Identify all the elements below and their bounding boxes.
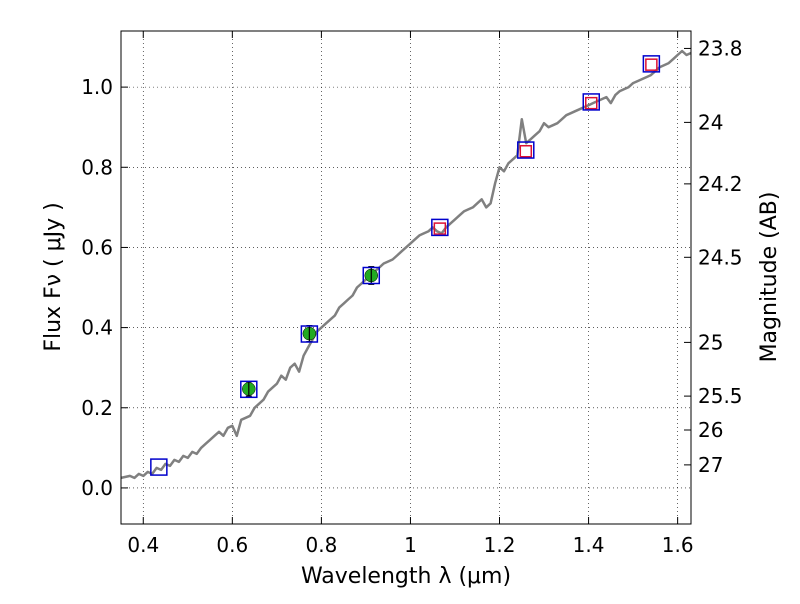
blue-square-marker (431, 218, 449, 237)
y2-tick-label: 24 (698, 110, 723, 134)
spectrum-line (120, 49, 692, 480)
axis-ticks: 0.4 0.6 0.8 1 1.2 1.4 1.6 0.0 0.2 0.4 0.6 0.8 1.0 23.… (81, 31, 743, 557)
blue-square-marker (582, 93, 600, 111)
x-axis-label: Wavelength λ (μm) (301, 564, 511, 589)
x-tick-label: 0.8 (305, 533, 337, 557)
plot-area (120, 49, 692, 480)
blue-square-marker (517, 141, 535, 159)
blue-square-marker (150, 458, 168, 476)
y2-tick-label: 25 (698, 330, 723, 354)
plot-frame (120, 30, 692, 525)
y2-tick-label: 27 (698, 453, 723, 477)
y-tick-label: 0.8 (81, 155, 113, 179)
y-tick-label: 0.4 (81, 316, 113, 340)
x-tick-label: 1 (404, 533, 417, 557)
y2-tick-label: 26 (698, 418, 723, 442)
y2-axis-label: Magnitude (AB) (757, 192, 782, 363)
red-square-marker (433, 222, 447, 235)
red-square-marker (645, 58, 658, 71)
blue-square-marker (300, 325, 319, 343)
y2-tick-label: 23.8 (698, 36, 743, 60)
y2-tick-label: 24.2 (698, 172, 743, 196)
y2-tick-label: 24.5 (698, 245, 743, 269)
x-tick-label: 1.6 (662, 533, 694, 557)
y-tick-label: 0.0 (81, 476, 113, 500)
grid-lines (121, 31, 691, 524)
red-square-marker (585, 96, 598, 110)
blue-square-marker (642, 55, 661, 73)
x-tick-label: 1.2 (484, 533, 516, 557)
x-tick-label: 0.4 (127, 533, 159, 557)
y-axis-label: Flux Fν ( μJy ) (41, 202, 66, 351)
y-tick-label: 0.2 (81, 396, 113, 420)
blue-square-marker (240, 380, 258, 399)
y2-tick-label: 25.5 (698, 384, 743, 408)
red-square-marker (519, 144, 533, 158)
blue-square-marker (362, 266, 381, 285)
x-tick-label: 0.6 (216, 533, 248, 557)
y-tick-label: 1.0 (81, 75, 113, 99)
x-tick-label: 1.4 (573, 533, 605, 557)
y-tick-label: 0.6 (81, 235, 113, 259)
